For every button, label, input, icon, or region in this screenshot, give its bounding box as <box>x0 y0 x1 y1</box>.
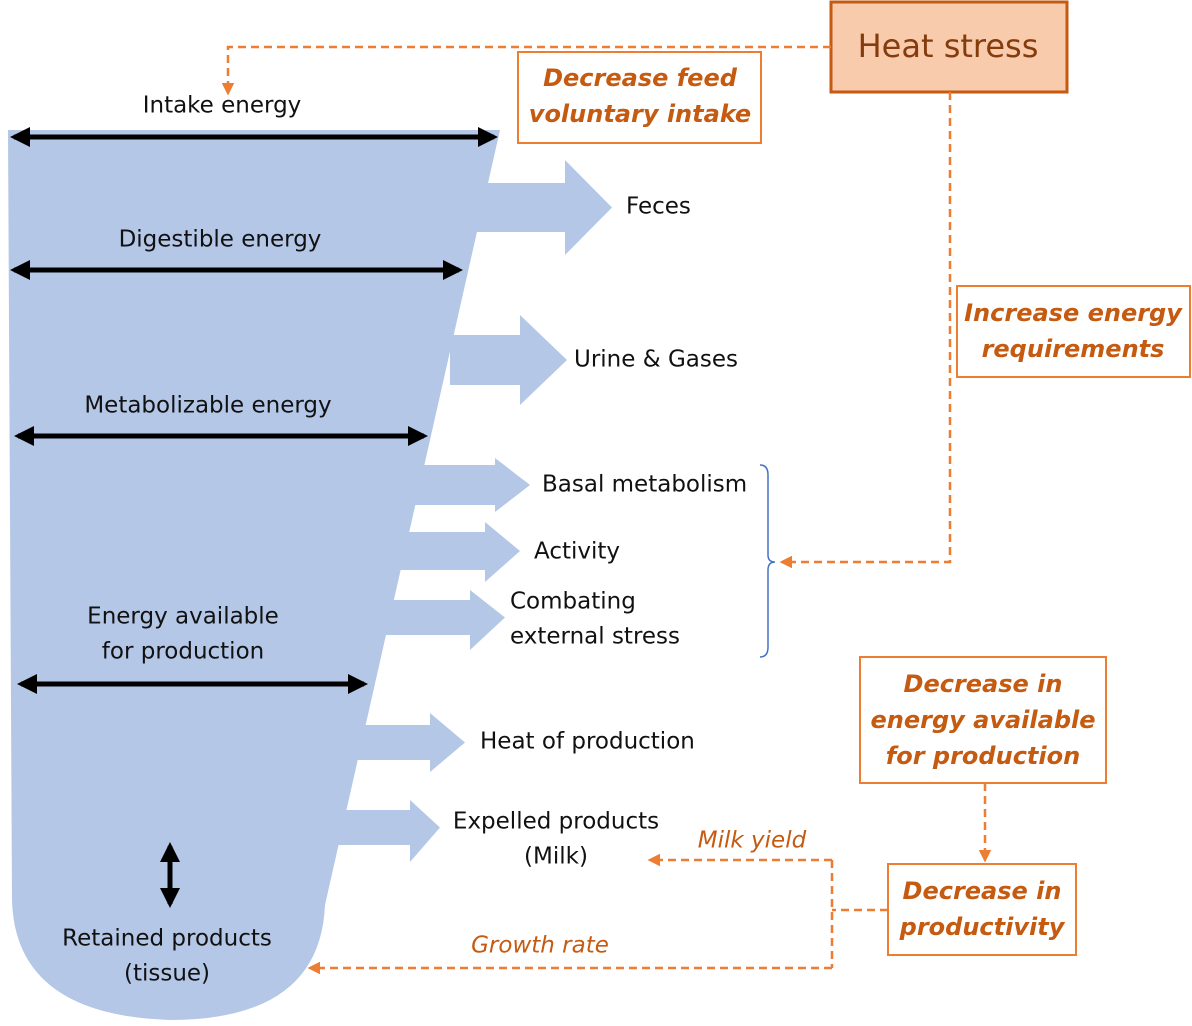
path-label: Growth rate <box>471 933 609 959</box>
output-label: Activity <box>534 539 620 565</box>
outflow-arrow <box>470 160 612 255</box>
outflow-arrow <box>450 315 567 405</box>
effect-label: requirements <box>982 335 1165 363</box>
outflow-arrow <box>395 522 520 582</box>
energy-level-label: Intake energy <box>143 93 302 119</box>
heat-stress: Heat stress <box>858 27 1039 65</box>
dashed-arrow <box>221 45 831 96</box>
energy-funnel <box>8 130 500 1020</box>
outflow-arrow <box>335 800 440 862</box>
retained-label: (tissue) <box>124 961 210 987</box>
energy-level-label: Energy available <box>87 604 279 630</box>
effect-label: productivity <box>899 913 1066 941</box>
outflow-arrows <box>335 160 612 862</box>
output-label: Combating <box>510 589 636 615</box>
energy-level-label: Metabolizable energy <box>84 393 331 419</box>
output-label: Heat of production <box>480 729 695 755</box>
labels: Intake energy Digestible energy Metaboliza… <box>62 64 1183 987</box>
effect-label: Decrease in <box>904 670 1063 698</box>
energy-level-label: Digestible energy <box>119 227 322 253</box>
path-label: Milk yield <box>698 828 807 854</box>
output-label: Basal metabolism <box>542 472 747 498</box>
effect-box <box>956 285 1191 378</box>
effect-label: Decrease feed <box>543 64 738 92</box>
retained-label: Retained products <box>62 926 272 952</box>
outflow-arrow <box>405 458 530 512</box>
effect-label: voluntary intake <box>529 100 751 128</box>
dashed-line <box>830 860 888 968</box>
effect-label: Decrease in <box>903 877 1062 905</box>
effect-label: Increase energy <box>964 299 1183 327</box>
output-label: Urine & Gases <box>574 347 738 373</box>
heat-stress-box <box>829 0 1069 94</box>
bracket <box>759 464 776 658</box>
output-label: Expelled products <box>453 809 659 835</box>
outflow-arrow <box>350 713 465 772</box>
effect-label: energy available <box>870 706 1095 734</box>
dashed-arrow <box>779 92 952 569</box>
energy-level-label: for production <box>102 639 264 665</box>
effect-label: for production <box>886 742 1080 770</box>
outflow-arrow <box>380 590 505 650</box>
output-label: Feces <box>626 194 691 220</box>
effect-box <box>887 863 1077 956</box>
effect-box <box>517 51 762 144</box>
output-label: external stress <box>510 624 680 650</box>
effect-box <box>859 656 1107 784</box>
output-label: (Milk) <box>524 844 588 870</box>
